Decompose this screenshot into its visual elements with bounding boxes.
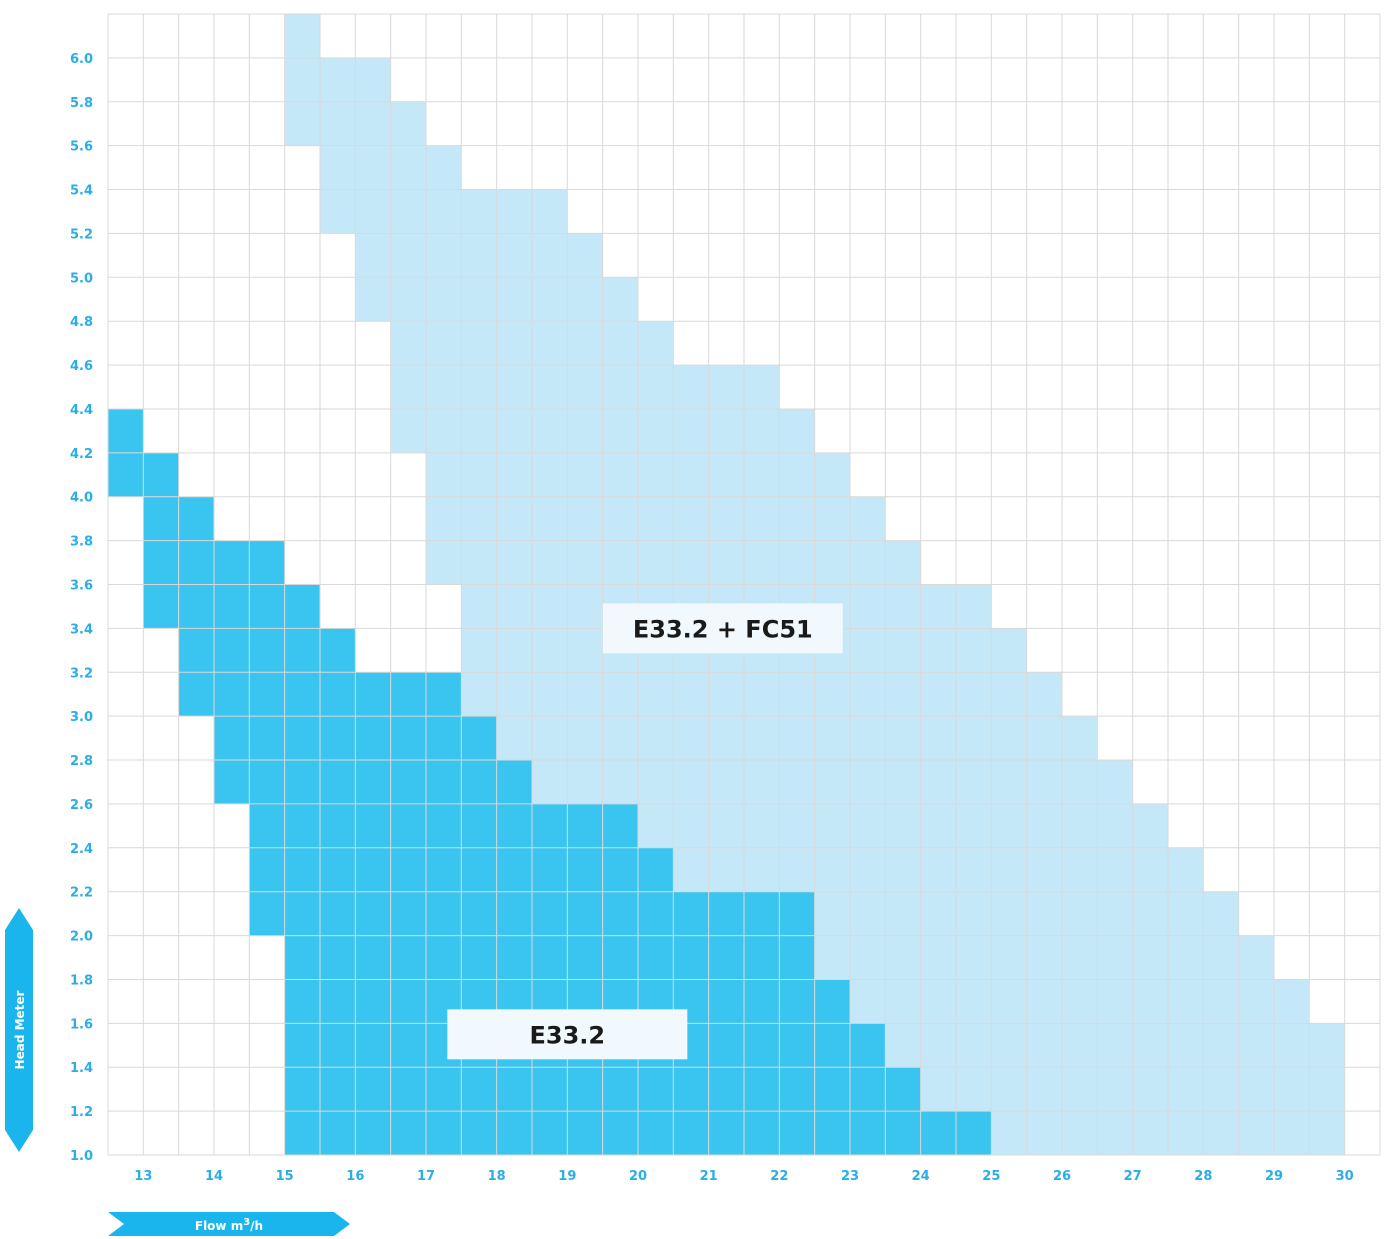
y-tick-label: 4.2 xyxy=(70,447,93,462)
y-tick-label: 3.4 xyxy=(70,622,93,637)
x-tick-label: 29 xyxy=(1265,1169,1283,1184)
x-axis-arrow-shape xyxy=(108,1212,350,1236)
y-tick-label: 3.8 xyxy=(70,535,93,550)
y-tick-label: 2.8 xyxy=(70,754,93,769)
region-column-e33-fc51-25 xyxy=(1168,847,1204,1155)
x-tick-label: 20 xyxy=(629,1169,647,1184)
region-labels: E33.2 + FC51 E33.2 xyxy=(447,603,843,1060)
y-tick-label: 6.0 xyxy=(70,52,93,67)
region-column-e33-8 xyxy=(390,672,426,1155)
y-tick-label: 5.4 xyxy=(70,184,93,199)
y-axis-arrow-shape xyxy=(5,908,33,1152)
region-column-e33-11 xyxy=(496,760,532,1155)
x-tick-label: 19 xyxy=(558,1169,576,1184)
region-column-e33-4 xyxy=(249,540,285,936)
y-tick-label: 1.8 xyxy=(70,973,93,988)
region-label-box xyxy=(602,603,843,654)
region-column-e33-fc51-23 xyxy=(1097,760,1133,1155)
y-tick-labels: 1.0 1.2 1.4 1.6 1.8 2.0 2.2 2.4 2.6 2.8 3.0 3.2 3.4 3… xyxy=(70,52,93,1164)
region-column-e33-2 xyxy=(178,496,214,717)
y-axis-label: Head Meter xyxy=(13,990,27,1069)
region-column-e33-fc51-27 xyxy=(1238,935,1274,1155)
y-tick-label: 2.6 xyxy=(70,798,93,813)
y-axis-badge: Head Meter xyxy=(5,908,33,1152)
x-tick-label: 25 xyxy=(982,1169,1000,1184)
y-tick-label: 5.2 xyxy=(70,227,93,242)
y-tick-label: 5.8 xyxy=(70,96,93,111)
x-tick-label: 26 xyxy=(1053,1169,1071,1184)
grid-layer xyxy=(107,13,1381,1156)
y-tick-label: 4.4 xyxy=(70,403,93,418)
y-tick-label: 2.4 xyxy=(70,842,93,857)
y-tick-label: 1.4 xyxy=(70,1061,93,1076)
x-tick-label: 23 xyxy=(841,1169,859,1184)
x-tick-label: 27 xyxy=(1124,1169,1142,1184)
x-tick-label: 13 xyxy=(134,1169,152,1184)
region-column-e33-5 xyxy=(284,584,320,1155)
x-tick-label: 14 xyxy=(205,1169,223,1184)
region-column-e33-7 xyxy=(355,672,391,1155)
region-column-e33-21 xyxy=(850,1023,886,1155)
region-column-e33-9 xyxy=(426,672,462,1155)
y-tick-label: 3.0 xyxy=(70,710,93,725)
region-column-e33-fc51-29 xyxy=(1309,1023,1345,1155)
x-tick-label: 17 xyxy=(417,1169,435,1184)
y-tick-label: 1.2 xyxy=(70,1105,93,1120)
region-column-e33-15 xyxy=(638,847,674,1155)
region-column-e33-fc51-6 xyxy=(496,189,532,761)
region-column-e33-23 xyxy=(920,1111,956,1155)
x-tick-labels: 13 14 15 16 17 18 19 20 21 22 23 24 25 26 27 28 29 30 xyxy=(134,1169,1353,1184)
y-tick-label: 3.6 xyxy=(70,579,93,594)
y-tick-label: 2.2 xyxy=(70,886,93,901)
x-tick-label: 18 xyxy=(488,1169,506,1184)
y-tick-label: 4.0 xyxy=(70,491,93,506)
x-tick-label: 22 xyxy=(770,1169,788,1184)
y-tick-label: 1.0 xyxy=(70,1149,93,1164)
y-tick-label: 2.0 xyxy=(70,930,93,945)
region-label-e33-fc51: E33.2 + FC51 xyxy=(633,615,813,643)
region-column-e33-fc51-0 xyxy=(284,14,320,146)
y-tick-label: 4.6 xyxy=(70,359,93,374)
y-tick-label: 1.6 xyxy=(70,1017,93,1032)
y-tick-label: 3.2 xyxy=(70,666,93,681)
x-axis-label: Flow m3/h xyxy=(195,1217,263,1233)
y-tick-label: 4.8 xyxy=(70,315,93,330)
region-column-e33-fc51-21 xyxy=(1026,672,1062,1155)
y-tick-label: 5.6 xyxy=(70,140,93,155)
x-tick-label: 15 xyxy=(276,1169,294,1184)
x-tick-label: 16 xyxy=(346,1169,364,1184)
region-column-e33-24 xyxy=(956,1111,992,1155)
x-tick-label: 30 xyxy=(1336,1169,1354,1184)
x-tick-label: 28 xyxy=(1194,1169,1212,1184)
region-column-e33-fc51-8 xyxy=(567,233,603,804)
region-label-e33: E33.2 xyxy=(530,1021,606,1049)
y-tick-label: 5.0 xyxy=(70,271,93,286)
x-tick-label: 21 xyxy=(700,1169,718,1184)
region-label-box xyxy=(447,1009,688,1060)
x-tick-label: 24 xyxy=(912,1169,930,1184)
x-axis-badge: Flow m3/h xyxy=(108,1212,350,1236)
